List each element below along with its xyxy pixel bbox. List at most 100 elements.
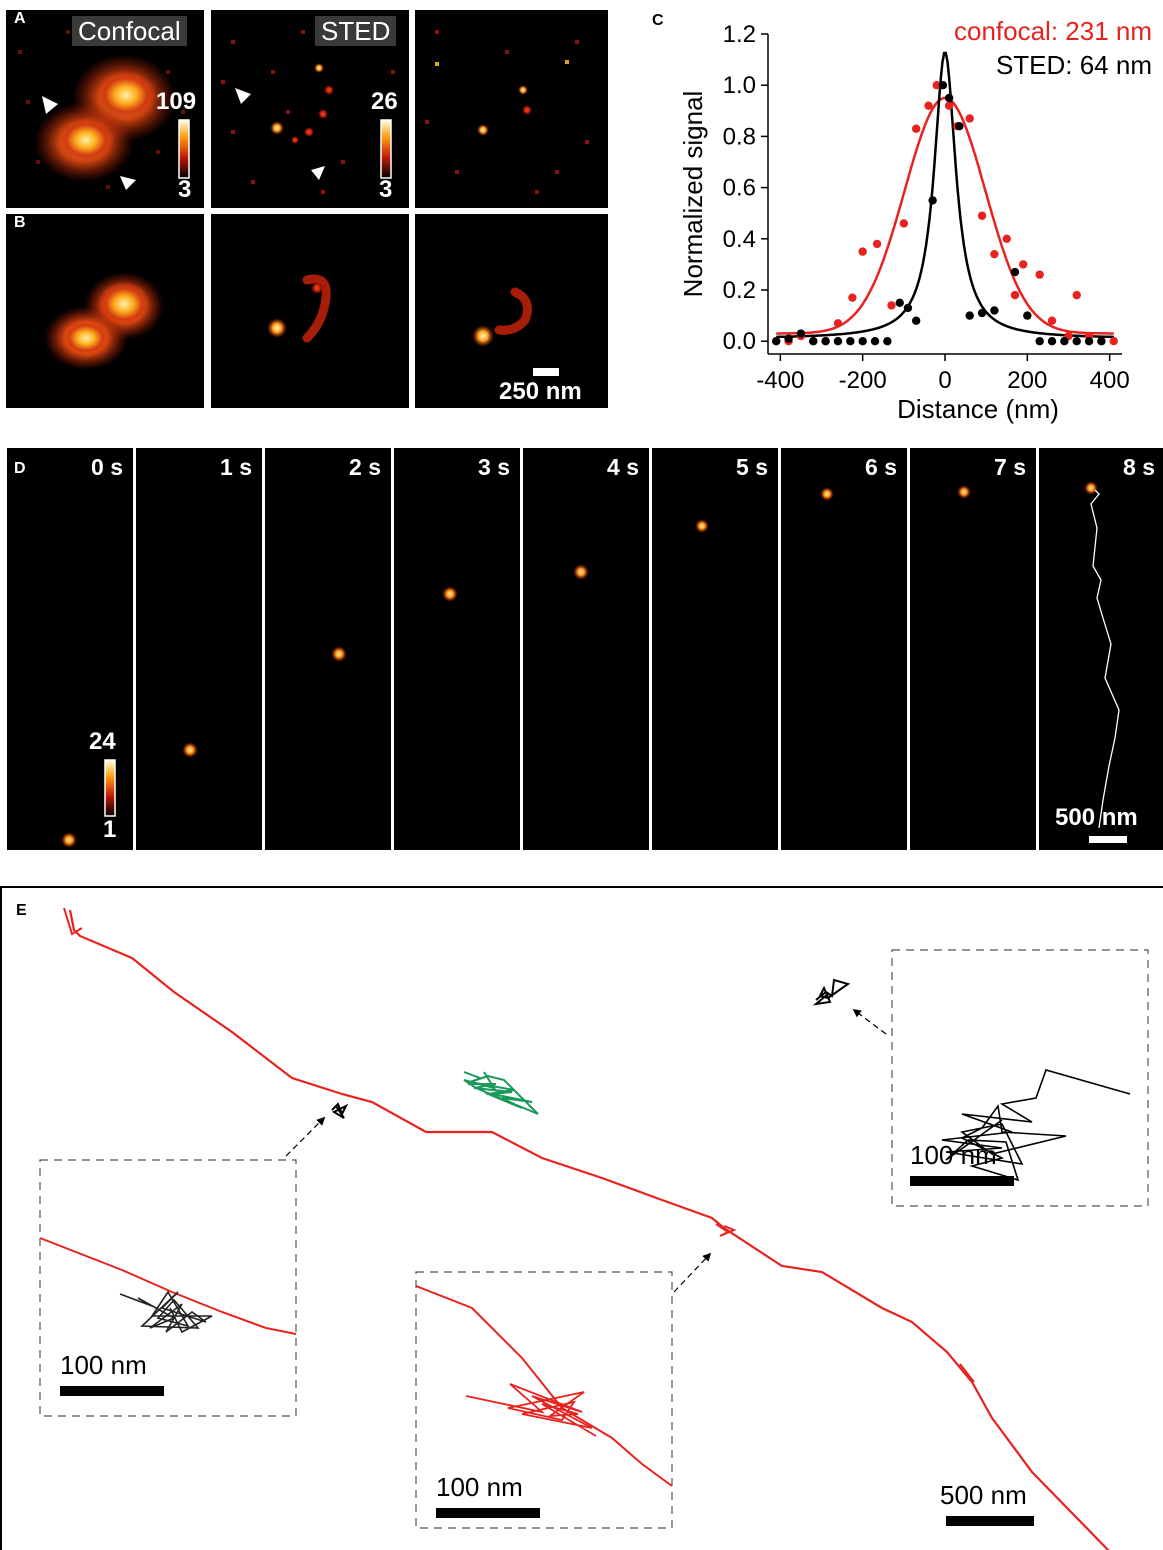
inset-box-left — [39, 1159, 297, 1417]
time-frame-3: 3 s — [394, 448, 520, 850]
trajectory-overlay — [1090, 489, 1120, 829]
trajectory-panel: E — [0, 886, 1163, 1550]
trajectory-plot — [39, 907, 1149, 1550]
data-point-confocal — [924, 101, 933, 110]
inset-left-red-line — [39, 1237, 297, 1335]
time-frame-6: 6 s — [781, 448, 907, 850]
data-point-confocal — [977, 211, 987, 220]
inset-middle-scale-label: 100 nm — [436, 1472, 523, 1502]
y-tick-label: 0.6 — [723, 175, 756, 202]
time-frame-1: 1 s — [136, 448, 262, 850]
zoom-arrow-left — [285, 1116, 326, 1157]
colorbar-confocal-max: 109 — [156, 88, 197, 115]
smooth-image — [44, 272, 164, 370]
data-point-confocal — [965, 114, 974, 123]
frame-time-label: 7 s — [994, 454, 1026, 480]
scalebar-label-d: 500 nm — [1055, 804, 1138, 831]
deconvolved-image-b-1 — [6, 214, 204, 408]
green-trajectory — [463, 1071, 539, 1115]
y-tick-label: 1.2 — [723, 21, 756, 48]
colorbar-sted — [380, 119, 392, 179]
data-point-sted — [1047, 337, 1057, 346]
data-point-confocal — [1047, 316, 1057, 325]
scalebar-250nm — [533, 368, 559, 376]
data-point-sted — [928, 196, 937, 205]
frame-time-label: 8 s — [1123, 454, 1155, 480]
inset-box-right — [891, 949, 1149, 1207]
zoom-arrow-right — [852, 1008, 887, 1035]
smooth-image — [267, 274, 331, 343]
sted-image-a: STED 26 3 — [211, 10, 409, 208]
data-point-confocal — [1019, 260, 1028, 269]
data-point-confocal — [990, 249, 999, 259]
inset-right-scale-label: 100 nm — [910, 1140, 997, 1170]
time-frame-7: 7 s — [910, 448, 1036, 850]
frame-time-label: 3 s — [478, 454, 510, 480]
data-point-sted — [883, 337, 892, 346]
red-trajectory — [68, 909, 1110, 1550]
data-point-confocal — [944, 101, 954, 110]
colorbar-confocal — [178, 119, 190, 179]
inset-left-scalebar — [60, 1386, 164, 1396]
data-point-sted — [858, 337, 867, 346]
time-frame-0: 0 s 24 1 — [7, 448, 133, 850]
y-tick-label: 1.0 — [723, 72, 756, 99]
sted-label: STED — [315, 16, 397, 46]
data-point-sted — [944, 93, 954, 103]
data-point-sted — [1060, 337, 1069, 346]
data-point-sted — [1023, 311, 1032, 320]
data-point-confocal — [1109, 337, 1118, 346]
frame-time-label: 5 s — [736, 454, 768, 480]
scalebar-label-b: 250 nm — [499, 378, 582, 405]
data-point-confocal — [848, 293, 857, 302]
red-track-small — [715, 1223, 737, 1237]
inset-middle-red-line — [415, 1285, 673, 1487]
particle-spot — [957, 485, 971, 499]
particle-spot — [695, 519, 709, 533]
data-point-sted — [796, 329, 806, 338]
legend-sted: STED: 64 nm — [996, 50, 1152, 80]
data-point-confocal — [887, 301, 896, 310]
sted-pixel-image-3 — [425, 30, 589, 194]
fit-curve-sted — [776, 51, 1114, 339]
panel-letter-c: C — [652, 12, 664, 29]
panel-letter-b: B — [14, 214, 26, 231]
particle-spot — [442, 586, 458, 602]
data-point-sted — [990, 306, 999, 315]
chart-fit-curves — [776, 51, 1114, 339]
sted-image-a-3 — [415, 10, 608, 208]
data-point-sted — [833, 337, 843, 346]
arrowhead-marker — [235, 88, 251, 104]
data-point-sted — [846, 337, 855, 346]
data-point-sted — [965, 311, 974, 320]
data-point-sted — [784, 334, 793, 343]
data-point-sted — [977, 308, 987, 318]
inset-middle-scalebar — [436, 1508, 540, 1518]
frame-time-label: 2 s — [349, 454, 381, 480]
data-point-sted — [809, 337, 818, 346]
data-point-confocal — [911, 124, 921, 133]
confocal-noise — [18, 30, 185, 189]
time-frame-2: 2 s — [265, 448, 391, 850]
x-tick-label: 200 — [1007, 367, 1047, 394]
deconvolved-image-b-2 — [211, 214, 409, 408]
panel-letter-e: E — [16, 902, 27, 919]
confocal-pixel-image — [18, 30, 190, 190]
data-point-sted — [1097, 337, 1106, 346]
data-point-sted — [1035, 337, 1044, 346]
data-point-sted — [895, 298, 904, 307]
data-point-confocal — [899, 219, 909, 228]
legend-confocal: confocal: 231 nm — [954, 16, 1152, 46]
data-point-sted — [1084, 337, 1094, 346]
data-point-sted — [938, 81, 948, 90]
y-tick-label: 0.8 — [723, 123, 756, 150]
frame-time-label: 0 s — [91, 454, 123, 480]
black-track-small — [331, 1102, 349, 1119]
y-axis-label: Normalized signal — [678, 91, 708, 298]
arrowhead-marker — [311, 166, 325, 180]
inset-right-scalebar — [910, 1176, 1014, 1186]
data-point-confocal — [1035, 270, 1044, 279]
zoom-arrow-middle — [673, 1252, 712, 1293]
data-point-confocal — [833, 319, 843, 328]
inset-left-black-track — [119, 1290, 213, 1334]
